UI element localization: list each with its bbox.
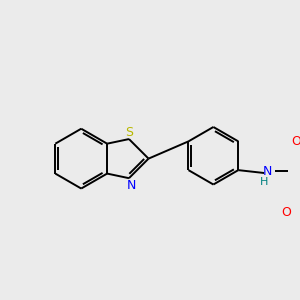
Text: O: O: [291, 135, 300, 148]
Text: N: N: [127, 179, 136, 192]
Text: N: N: [262, 165, 272, 178]
Text: H: H: [260, 177, 269, 187]
Text: S: S: [125, 126, 133, 139]
Text: O: O: [282, 206, 292, 219]
